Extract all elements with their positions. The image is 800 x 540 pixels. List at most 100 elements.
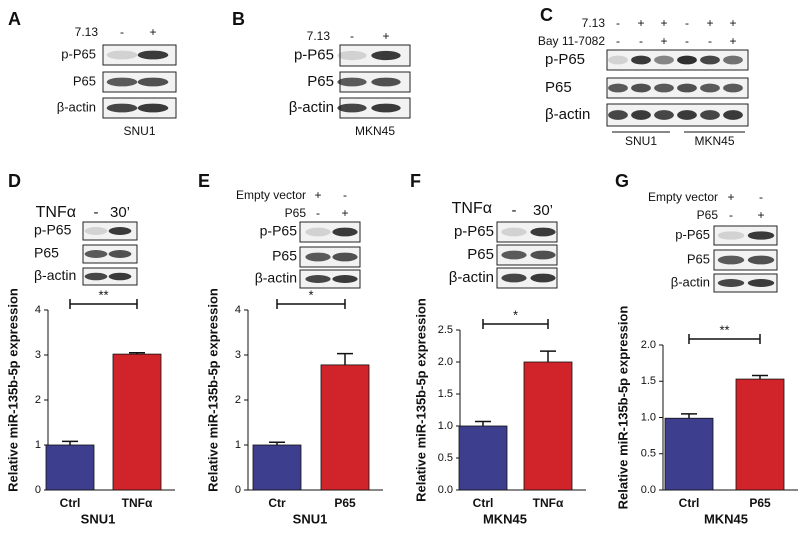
y-tick-label: 0.5 — [641, 448, 656, 460]
treatment-sign: - — [350, 29, 354, 43]
treatment-sign: + — [637, 16, 644, 30]
blot-row-label: P65 — [34, 245, 59, 261]
blot-band — [747, 231, 775, 240]
error-bar — [752, 374, 768, 380]
panel-letter: G — [615, 171, 629, 191]
y-axis-label: Relative miR-135b-5p expression — [205, 288, 220, 492]
y-axis-label: Relative miR-135b-5p expression — [413, 298, 428, 502]
x-tick-label: Ctrl — [679, 496, 700, 510]
blot-band — [305, 275, 331, 283]
y-tick-label: 2 — [35, 394, 41, 406]
bar — [45, 444, 95, 491]
significance-bracket — [276, 299, 346, 309]
blot-row-label: β-actin — [671, 274, 710, 289]
panel-letter: C — [540, 5, 553, 25]
treatment-sign: + — [729, 34, 736, 48]
treatment-sign: + — [727, 190, 734, 204]
blot-strip — [713, 225, 778, 246]
y-tick-label: 2.0 — [641, 339, 656, 351]
blot-band — [677, 83, 697, 93]
blot-band — [137, 50, 169, 60]
error-bar — [475, 420, 491, 426]
y-tick-label: 0 — [235, 484, 241, 496]
blot-band — [108, 250, 132, 258]
blot-band — [677, 55, 697, 65]
blot-row-label: P65 — [307, 73, 334, 90]
blot-band — [108, 272, 132, 281]
blot-band — [106, 77, 138, 87]
x-tick-label: P65 — [334, 496, 356, 510]
blot-row-label: β-actin — [449, 269, 494, 286]
significance-label: * — [513, 307, 518, 322]
treatment-sign: - — [685, 16, 689, 30]
y-axis-label: Relative miR-135b-5p expression — [5, 288, 20, 492]
treatment-sign: + — [729, 16, 736, 30]
y-tick-label: 1.0 — [641, 411, 656, 423]
y-tick-label: 1.5 — [438, 388, 453, 400]
treatment-sign: 30’ — [533, 202, 553, 219]
blot-band — [337, 50, 367, 61]
error-bar — [129, 352, 145, 355]
x-tick-label: TNFα — [533, 496, 564, 510]
bar — [664, 417, 714, 491]
blot-band — [84, 250, 108, 258]
treatment-label: TNFα — [36, 204, 76, 221]
blot-row-label: β-actin — [255, 270, 297, 286]
bar — [252, 444, 302, 491]
treatment-sign: - — [639, 34, 643, 48]
y-tick-label: 1 — [235, 439, 241, 451]
blot-row-label: β-actin — [34, 267, 76, 283]
blot-band — [108, 227, 132, 235]
treatment-sign: - — [759, 190, 763, 204]
treatment-label: TNFα — [452, 200, 492, 217]
blot-band — [501, 227, 527, 237]
treatment-label: P65 — [697, 208, 719, 222]
y-tick-label: 2.0 — [438, 356, 453, 368]
panel-letter: A — [8, 9, 21, 29]
treatment-label: 7.13 — [582, 16, 606, 30]
blot-band — [631, 83, 651, 93]
blot-band — [530, 227, 556, 237]
blot-band — [723, 110, 743, 120]
cell-line-label: SNU1 — [123, 124, 155, 138]
x-axis-label: MKN45 — [704, 511, 748, 526]
error-bar — [540, 350, 556, 362]
error-bar — [62, 440, 78, 445]
cell-line-label: MKN45 — [694, 134, 734, 148]
blot-strip — [496, 267, 558, 289]
treatment-sign: - — [316, 206, 320, 220]
y-tick-label: 3 — [35, 349, 41, 361]
blot-band — [717, 255, 745, 265]
y-tick-label: 1.0 — [438, 420, 453, 432]
y-tick-label: 0.5 — [438, 452, 453, 464]
y-tick-label: 4 — [35, 304, 41, 316]
blot-band — [337, 77, 367, 87]
error-bar — [337, 352, 353, 365]
blot-band — [608, 110, 628, 120]
blot-row-label: p-P65 — [34, 222, 72, 238]
treatment-sign: - — [685, 34, 689, 48]
treatment-sign: - — [708, 34, 712, 48]
significance-label: ** — [98, 287, 108, 302]
treatment-label: Bay 11-7082 — [538, 34, 605, 48]
blot-band — [530, 273, 556, 283]
treatment-label: 7.13 — [307, 29, 331, 43]
x-tick-label: Ctr — [268, 496, 286, 510]
treatment-sign: + — [341, 206, 348, 220]
treatment-sign: 30’ — [110, 204, 130, 221]
y-tick-label: 2 — [235, 394, 241, 406]
bar — [112, 353, 162, 491]
blot-row-label: p-P65 — [454, 223, 494, 240]
blot-row-label: P65 — [687, 251, 710, 266]
treatment-sign: + — [757, 208, 764, 222]
blot-band — [608, 55, 628, 65]
blot-row-label: P65 — [73, 73, 96, 88]
panel-letter: B — [232, 9, 245, 29]
blot-band — [747, 255, 775, 265]
x-tick-label: TNFα — [122, 496, 153, 510]
blot-band — [717, 231, 745, 240]
blot-band — [137, 103, 169, 113]
blot-band — [332, 227, 358, 237]
blot-band — [747, 279, 775, 287]
